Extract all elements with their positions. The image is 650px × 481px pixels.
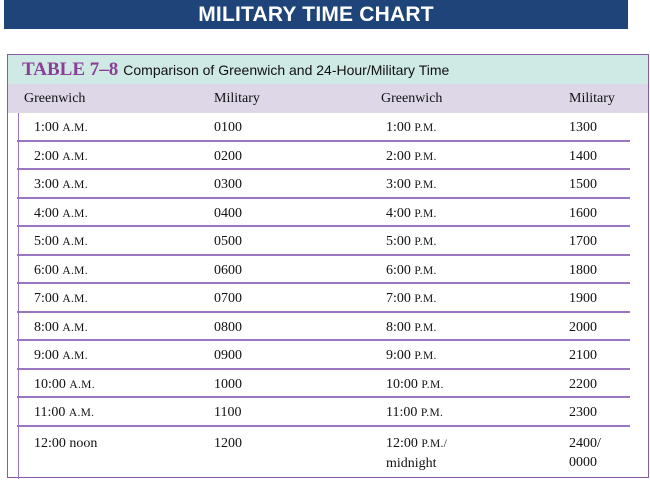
greenwich-am-time: 9:00 A.M. (34, 348, 88, 363)
row-separator (17, 253, 630, 256)
row-separator (17, 139, 630, 142)
table-row: 9:00 A.M. 0900 9:00 P.M. 2100 (8, 341, 648, 369)
table-row: 2:00 A.M. 0200 2:00 P.M. 1400 (8, 142, 648, 170)
header-greenwich-2: Greenwich (381, 91, 443, 106)
military-pm-value: 2000 (569, 319, 597, 335)
header-military-2: Military (569, 91, 615, 106)
table-caption: TABLE 7–8 Comparison of Greenwich and 24-… (8, 55, 648, 84)
row-separator (17, 367, 630, 370)
row-separator (17, 282, 630, 284)
military-pm-value: 1900 (569, 291, 597, 306)
greenwich-pm-time: 4:00 P.M. (386, 205, 437, 221)
table-row: 7:00 A.M. 0700 7:00 P.M. 1900 (8, 284, 648, 312)
table-row: 1:00 A.M. 0100 1:00 P.M. 1300 (8, 113, 648, 141)
greenwich-am-time: 5:00 A.M. (34, 234, 88, 249)
military-pm-value: 1400 (569, 148, 597, 164)
military-am-value: 0300 (214, 177, 242, 192)
row-separator (17, 196, 630, 199)
row-separator (17, 310, 630, 313)
table-row: 5:00 A.M. 0500 5:00 P.M. 1700 (8, 227, 648, 255)
table-left-rule (18, 113, 19, 479)
military-midnight-value: 2400/0000 (569, 435, 601, 470)
greenwich-am-time: 6:00 A.M. (34, 262, 88, 278)
greenwich-pm-time: 7:00 P.M. (386, 291, 437, 306)
greenwich-am-time: 10:00 A.M. (34, 376, 95, 392)
page-banner-title: MILITARY TIME CHART (4, 0, 628, 29)
military-am-value: 0900 (214, 348, 242, 363)
table-title: Comparison of Greenwich and 24-Hour/Mili… (123, 62, 450, 78)
greenwich-am-time: 11:00 A.M. (34, 405, 95, 420)
greenwich-am-time: 7:00 A.M. (34, 291, 88, 306)
row-separator (17, 396, 630, 398)
military-pm-value: 1600 (569, 205, 597, 221)
military-pm-value: 1800 (569, 262, 597, 278)
header-military-1: Military (214, 91, 260, 106)
table-row: 11:00 A.M. 1100 11:00 P.M. 2300 (8, 398, 648, 426)
military-pm-value: 1700 (569, 234, 597, 249)
military-noon-value: 1200 (214, 435, 242, 451)
table-row: 8:00 A.M. 0800 8:00 P.M. 2000 (8, 313, 648, 341)
military-am-value: 1100 (214, 405, 242, 420)
row-separator (17, 424, 630, 427)
table-number: TABLE 7–8 (22, 59, 119, 80)
military-am-value: 0100 (214, 120, 242, 135)
table-row-last: 12:00 noon 1200 12:00 P.M./midnight 2400/00… (8, 427, 648, 471)
military-am-value: 0800 (214, 319, 242, 335)
military-am-value: 1000 (214, 376, 242, 392)
greenwich-pm-time: 10:00 P.M. (386, 376, 444, 392)
greenwich-pm-time: 11:00 P.M. (386, 405, 444, 420)
military-pm-value: 2200 (569, 376, 597, 392)
greenwich-am-time: 2:00 A.M. (34, 148, 88, 164)
military-pm-value: 1500 (569, 177, 597, 192)
greenwich-pm-time: 8:00 P.M. (386, 319, 437, 335)
row-separator (17, 168, 630, 170)
military-am-value: 0700 (214, 291, 242, 306)
military-am-value: 0600 (214, 262, 242, 278)
greenwich-pm-time: 2:00 P.M. (386, 148, 437, 164)
greenwich-pm-time: 3:00 P.M. (386, 177, 437, 192)
table-header-row: Greenwich Military Greenwich Military (8, 84, 648, 113)
greenwich-am-time: 4:00 A.M. (34, 205, 88, 221)
greenwich-pm-time: 9:00 P.M. (386, 348, 437, 363)
time-comparison-table: TABLE 7–8 Comparison of Greenwich and 24-… (7, 54, 649, 479)
military-am-value: 0400 (214, 205, 242, 221)
military-am-value: 0200 (214, 148, 242, 164)
table-row: 6:00 A.M. 0600 6:00 P.M. 1800 (8, 256, 648, 284)
row-separator (17, 339, 630, 341)
greenwich-am-time: 8:00 A.M. (34, 319, 88, 335)
greenwich-pm-time: 6:00 P.M. (386, 262, 437, 278)
military-pm-value: 1300 (569, 120, 597, 135)
greenwich-noon: 12:00 noon (34, 435, 98, 451)
greenwich-midnight: 12:00 P.M./midnight (386, 435, 448, 471)
header-greenwich-1: Greenwich (24, 91, 86, 106)
greenwich-pm-time: 1:00 P.M. (386, 120, 437, 135)
military-am-value: 0500 (214, 234, 242, 249)
greenwich-pm-time: 5:00 P.M. (386, 234, 437, 249)
military-pm-value: 2300 (569, 405, 597, 420)
greenwich-am-time: 3:00 A.M. (34, 177, 88, 192)
table-row: 4:00 A.M. 0400 4:00 P.M. 1600 (8, 199, 648, 227)
military-pm-value: 2100 (569, 348, 597, 363)
greenwich-am-time: 1:00 A.M. (34, 120, 88, 135)
row-separator (17, 225, 630, 227)
table-row: 10:00 A.M. 1000 10:00 P.M. 2200 (8, 370, 648, 398)
table-row: 3:00 A.M. 0300 3:00 P.M. 1500 (8, 170, 648, 198)
